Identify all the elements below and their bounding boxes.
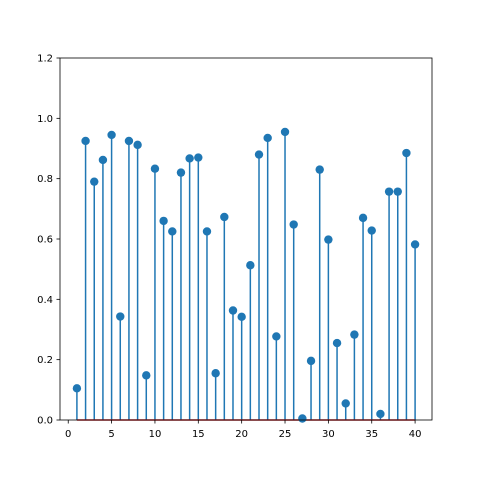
y-tick-label: 0.4: [37, 295, 53, 306]
y-tick-label: 0.8: [37, 174, 53, 185]
stem-marker: [341, 399, 350, 408]
stem-marker: [324, 235, 333, 244]
stem-marker: [168, 227, 177, 236]
stem-marker: [367, 226, 376, 235]
stem-marker: [159, 216, 168, 226]
axes-frame: [59, 57, 433, 421]
x-tick-label: 0: [65, 429, 71, 440]
x-tick-label: 35: [365, 429, 378, 440]
x-tick-label: 10: [149, 429, 162, 440]
stem-marker: [358, 213, 368, 223]
stem-marker: [254, 150, 264, 159]
stem-marker: [272, 332, 281, 341]
stem-marker: [185, 154, 194, 163]
y-tick-label: 0.2: [37, 355, 53, 366]
x-tick-label: 30: [322, 429, 335, 440]
stem-marker: [228, 306, 238, 315]
stem-marker: [194, 153, 203, 162]
stem-marker: [90, 177, 99, 186]
stem-marker: [72, 384, 82, 393]
plot-area: [72, 127, 420, 423]
stem-marker: [133, 140, 142, 150]
x-tick-label: 15: [192, 429, 205, 440]
stem-marker: [402, 148, 411, 158]
stem-marker: [332, 338, 342, 348]
y-tick-label: 1.2: [37, 54, 53, 65]
stem-marker: [211, 369, 220, 378]
stem-marker: [410, 240, 420, 249]
stem-marker: [116, 312, 125, 321]
x-axis: 0 5 10 15 20 25 30 35 40: [65, 420, 421, 440]
stem-marker: [176, 168, 186, 177]
stem-marker: [150, 164, 160, 173]
x-tick-label: 5: [108, 429, 114, 440]
y-tick-label: 0.6: [37, 235, 53, 246]
stem-marker: [306, 356, 316, 366]
y-axis: 0.0 0.2 0.4 0.6 0.8 1.0 1.2: [37, 54, 60, 427]
stem-marker: [263, 133, 272, 143]
stem-marker: [315, 165, 324, 174]
x-tick-label: 40: [409, 429, 422, 440]
stem-marker: [376, 409, 385, 419]
stem-marker: [350, 330, 359, 339]
stem-marker: [220, 212, 229, 222]
y-tick-label: 1.0: [37, 114, 53, 125]
x-tick-label: 25: [279, 429, 292, 440]
stem-marker: [81, 136, 90, 146]
stem-marker: [246, 261, 255, 270]
y-tick-label: 0.0: [37, 416, 53, 427]
stem-marker: [393, 187, 402, 196]
stem-marker: [298, 414, 307, 423]
stem-marker: [142, 371, 151, 380]
x-tick-label: 20: [235, 429, 248, 440]
stem-marker: [384, 187, 394, 196]
stem-marker: [124, 136, 134, 146]
stem-marker: [289, 220, 298, 229]
stem-marker: [280, 127, 290, 137]
stem-marker: [98, 155, 108, 165]
stem-marker: [202, 227, 212, 236]
stem-marker: [107, 130, 116, 140]
stem-marker: [237, 312, 246, 322]
